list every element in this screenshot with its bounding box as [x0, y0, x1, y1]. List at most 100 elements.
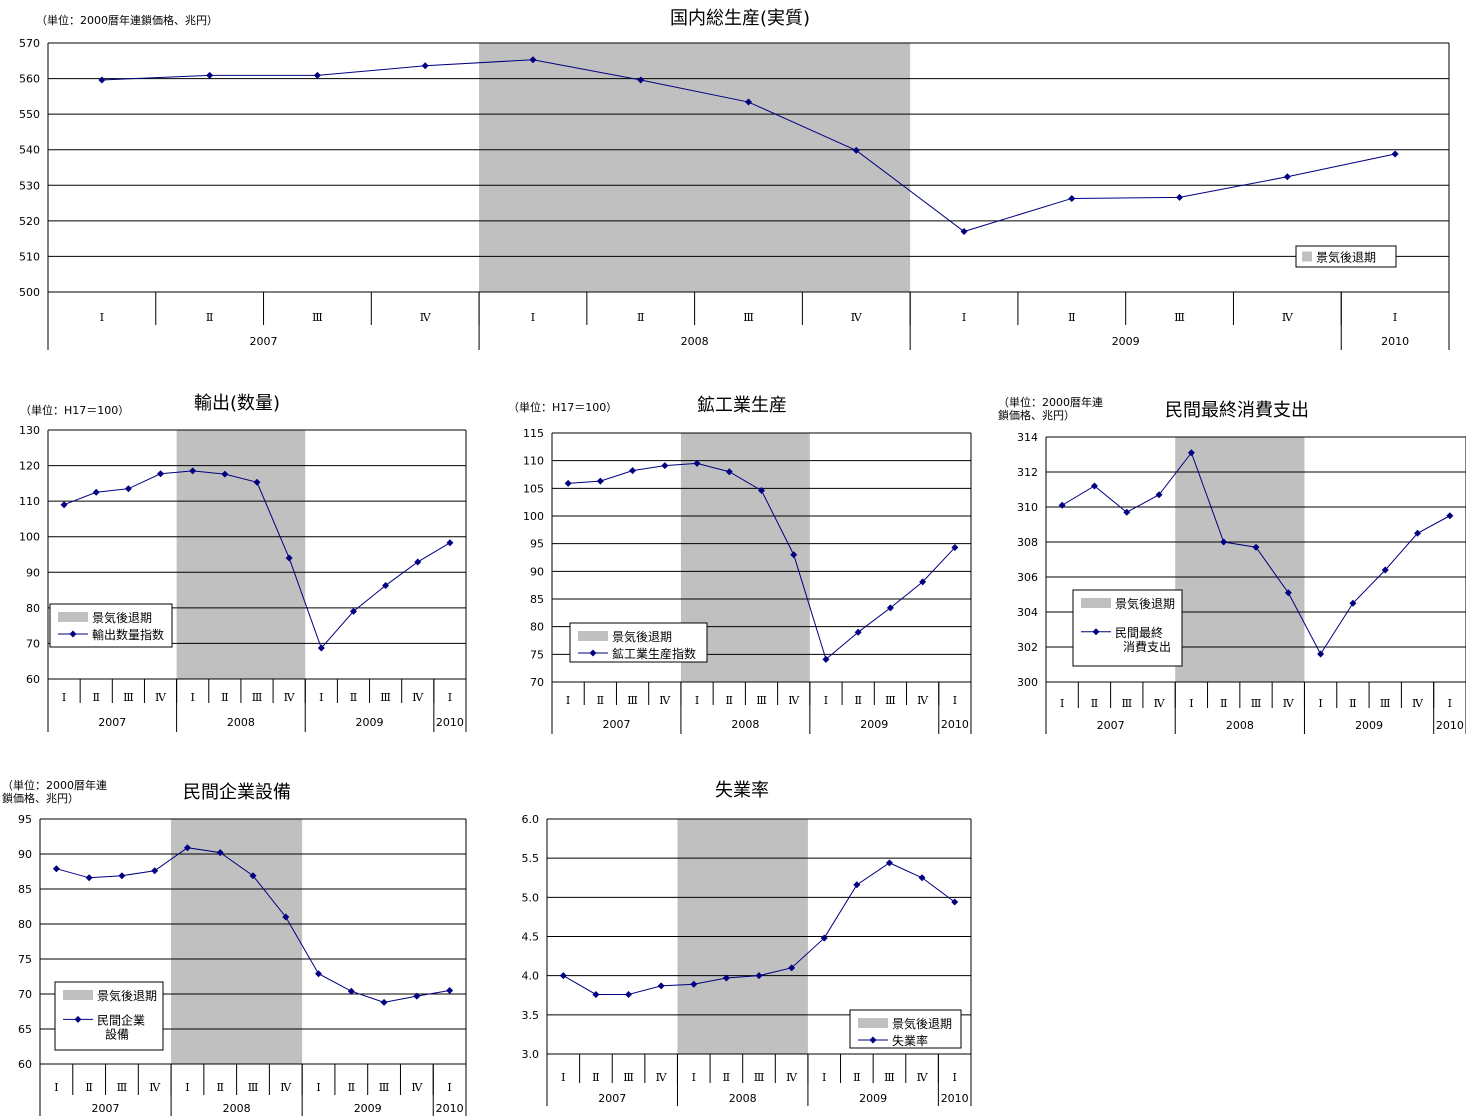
y-tick-label: 3.0: [522, 1048, 540, 1061]
unit-label: （単位：2000暦年連鎖価格、兆円）: [36, 13, 218, 27]
legend-box: [1295, 245, 1397, 268]
legend-recession-label: 景気後退期: [612, 629, 672, 644]
x-tick-label: Ⅰ: [953, 694, 957, 707]
chart-panel: 300 302 304 306 308 310 312 314 Ⅰ Ⅱ Ⅲ Ⅳ Ⅰ Ⅱ Ⅲ Ⅳ Ⅰ Ⅱ Ⅲ Ⅳ Ⅰ 200…: [998, 395, 1466, 734]
year-label: 2008: [1226, 719, 1254, 732]
y-tick-label: 80: [18, 918, 32, 931]
x-tick-label: Ⅳ: [1283, 697, 1295, 710]
unit-label: 鎖価格、兆円）: [2, 791, 79, 805]
y-tick-label: 6.0: [522, 813, 540, 826]
chart-panel: 3.0 3.5 4.0 4.5 5.0 5.5 6.0 Ⅰ Ⅱ Ⅲ Ⅳ Ⅰ Ⅱ Ⅲ Ⅳ Ⅰ Ⅱ Ⅲ Ⅳ Ⅰ 2007 20…: [522, 780, 972, 1106]
x-tick-label: Ⅰ: [561, 1071, 565, 1084]
data-point: [1284, 589, 1292, 597]
data-point: [755, 972, 763, 980]
legend: 景気後退期: [1295, 245, 1397, 268]
data-point: [1155, 491, 1163, 499]
y-tick-label: 550: [19, 108, 40, 121]
y-tick-label: 95: [530, 538, 544, 551]
x-tick-label: Ⅰ: [316, 1081, 320, 1094]
data-point: [349, 607, 357, 615]
chart-title: 民間最終消費支出: [1165, 400, 1309, 421]
recession-band: [479, 43, 911, 292]
data-point: [151, 867, 159, 875]
x-tick-label: Ⅲ: [1251, 697, 1262, 710]
x-tick-label: Ⅲ: [627, 694, 638, 707]
x-tick-label: Ⅲ: [252, 691, 263, 704]
x-tick-label: Ⅳ: [412, 691, 424, 704]
data-point: [854, 628, 862, 636]
legend-recession-swatch: [58, 612, 88, 622]
y-tick-label: 65: [18, 1023, 32, 1036]
x-tick-label: Ⅳ: [656, 1071, 668, 1084]
x-tick-label: Ⅰ: [185, 1081, 189, 1094]
data-point: [790, 551, 798, 559]
x-tick-label: Ⅳ: [420, 311, 432, 324]
x-tick-label: Ⅳ: [788, 694, 800, 707]
y-tick-label: 90: [26, 566, 40, 579]
x-tick-label: Ⅱ: [853, 1071, 860, 1084]
recession-band: [176, 430, 306, 679]
x-tick-label: Ⅰ: [566, 694, 570, 707]
y-tick-label: 5.5: [522, 852, 540, 865]
unit-label: 鎖価格、兆円）: [998, 408, 1075, 422]
x-tick-label: Ⅱ: [723, 1071, 730, 1084]
legend-series-marker: [589, 649, 597, 657]
data-point: [745, 98, 752, 106]
data-point: [853, 881, 861, 889]
data-point: [951, 898, 959, 906]
y-tick-label: 560: [19, 73, 40, 86]
x-tick-label: Ⅲ: [117, 1081, 128, 1094]
data-point: [446, 987, 454, 994]
legend-series-label: 失業率: [892, 1033, 928, 1048]
x-tick-label: Ⅳ: [284, 691, 296, 704]
chart-title: 鉱工業生産: [697, 395, 787, 416]
x-tick-label: Ⅱ: [726, 694, 733, 707]
legend-recession-label: 景気後退期: [92, 610, 152, 625]
year-label: 2007: [1097, 719, 1125, 732]
chart-panel: 70 75 80 85 90 95 100 105 110 115 Ⅰ Ⅱ Ⅲ Ⅳ Ⅰ Ⅱ Ⅲ Ⅳ Ⅰ Ⅱ Ⅲ Ⅳ Ⅰ 200…: [508, 395, 972, 734]
year-label: 2007: [92, 1102, 120, 1115]
legend-recession-swatch: [858, 1018, 888, 1028]
legend-series-label: 民間最終: [1115, 625, 1163, 640]
y-tick-label: 5.0: [522, 891, 540, 904]
data-point: [1381, 566, 1389, 574]
legend-series-marker: [869, 1036, 877, 1044]
data-point: [629, 467, 637, 475]
x-tick-label: Ⅲ: [1380, 697, 1391, 710]
data-point: [951, 544, 959, 552]
x-tick-label: Ⅱ: [1091, 697, 1098, 710]
data-point: [1349, 599, 1357, 607]
y-tick-label: 75: [18, 953, 32, 966]
x-tick-label: Ⅱ: [348, 1081, 355, 1094]
data-point: [886, 604, 894, 612]
year-label: 2008: [223, 1102, 251, 1115]
x-tick-label: Ⅰ: [1393, 311, 1397, 324]
x-tick-label: Ⅳ: [851, 311, 863, 324]
chart-title: 失業率: [715, 780, 769, 801]
y-tick-label: 540: [19, 144, 40, 157]
data-point: [1187, 449, 1195, 457]
legend-recession-swatch: [578, 631, 608, 641]
x-tick-label: Ⅰ: [448, 691, 452, 704]
data-point: [564, 479, 572, 487]
x-tick-label: Ⅰ: [100, 311, 104, 324]
legend-series-label: 設備: [105, 1026, 129, 1041]
recession-band: [171, 819, 303, 1064]
data-point: [693, 459, 701, 467]
x-tick-label: Ⅰ: [531, 311, 535, 324]
x-tick-label: Ⅳ: [917, 1071, 929, 1084]
y-tick-label: 70: [18, 988, 32, 1001]
x-tick-label: Ⅲ: [380, 691, 391, 704]
data-point: [1123, 508, 1131, 516]
data-point: [285, 554, 293, 562]
data-point: [529, 56, 537, 64]
year-label: 2010: [941, 718, 969, 731]
y-tick-label: 306: [1017, 571, 1038, 584]
x-tick-label: Ⅳ: [280, 1081, 292, 1094]
data-point: [661, 462, 669, 470]
legend-recession-label: 景気後退期: [1316, 250, 1376, 265]
